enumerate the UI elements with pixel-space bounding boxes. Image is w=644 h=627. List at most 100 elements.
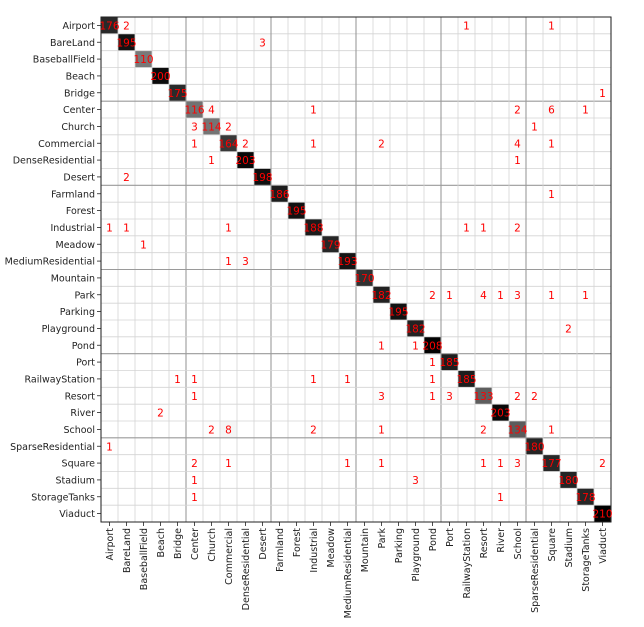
value-label-Square-Resort: 1 — [480, 458, 487, 470]
value-label-Airport-Square: 1 — [548, 20, 555, 32]
x-tick-label-Desert: Desert — [258, 528, 269, 560]
y-tick-label-Center: Center — [63, 105, 95, 116]
value-label-Center-StorageTanks: 1 — [582, 105, 589, 117]
value-label-RailwayStation-Pond: 1 — [429, 374, 436, 386]
y-tick-label-Pond: Pond — [72, 341, 95, 352]
x-tick-label-Forest: Forest — [292, 528, 303, 557]
cell-Commercial-Square — [543, 134, 560, 152]
cell-Resort-Center — [186, 387, 203, 405]
value-label-Pond-Playground: 1 — [412, 340, 419, 352]
value-label-Industrial-Airport: 1 — [106, 222, 113, 234]
value-label-Park-River: 1 — [497, 290, 504, 302]
cell-SparseResidential-SparseResidential — [526, 437, 543, 455]
cell-DenseResidential-Church — [203, 151, 220, 169]
cell-BareLand-BareLand — [118, 33, 135, 51]
cell-Airport-RailwayStation — [458, 17, 475, 34]
cell-Farmland-Square — [543, 185, 560, 203]
value-label-Farmland-Farmland: 186 — [269, 189, 289, 201]
cell-Stadium-Playground — [407, 471, 424, 489]
value-label-School-Church: 2 — [208, 424, 215, 436]
value-label-Airport-BareLand: 2 — [123, 20, 130, 32]
y-tick-label-River: River — [70, 408, 95, 419]
cell-Bridge-Viaduct — [594, 84, 611, 102]
value-label-Park-Pond: 2 — [429, 290, 436, 302]
cell-Industrial-School — [509, 219, 526, 236]
cell-Parking-Parking — [390, 303, 407, 320]
cell-Church-Commercial — [220, 118, 237, 135]
cell-RailwayStation-MediumResidential — [339, 370, 356, 388]
cell-Industrial-Resort — [475, 219, 492, 236]
cell-Square-River — [492, 454, 509, 472]
value-label-River-River: 203 — [490, 408, 510, 420]
cell-Meadow-Meadow — [322, 235, 339, 253]
cell-RailwayStation-Center — [186, 370, 203, 388]
cell-Resort-Pond — [424, 387, 441, 405]
y-tick-label-SparseResidential: SparseResidential — [10, 442, 95, 453]
value-label-Square-Square: 177 — [541, 458, 561, 470]
value-label-Airport-RailwayStation: 1 — [463, 20, 470, 32]
value-label-Park-Port: 1 — [446, 290, 453, 302]
x-tick-label-Commercial: Commercial — [224, 528, 235, 585]
cell-Resort-Park — [373, 387, 390, 405]
cell-School-Church — [203, 421, 220, 438]
value-label-Church-SparseResidential: 1 — [531, 121, 538, 133]
x-tick-label-Park: Park — [377, 528, 388, 549]
cell-Square-Park — [373, 454, 390, 472]
y-tick-label-Square: Square — [62, 459, 96, 470]
y-tick-label-Mountain: Mountain — [51, 273, 95, 284]
cell-Church-Church — [203, 118, 220, 135]
value-label-Industrial-Resort: 1 — [480, 222, 487, 234]
cell-Square-Viaduct — [594, 454, 611, 472]
cell-Center-Church — [203, 101, 220, 118]
value-label-RailwayStation-Bridge: 1 — [174, 374, 181, 386]
x-tick-label-Industrial: Industrial — [309, 528, 320, 573]
y-tick-label-Farmland: Farmland — [51, 189, 95, 200]
value-label-Pond-Park: 1 — [378, 340, 385, 352]
cell-DenseResidential-School — [509, 151, 526, 169]
value-label-Mountain-Mountain: 170 — [354, 273, 374, 285]
value-label-School-Industrial: 2 — [310, 424, 317, 436]
x-tick-label-Meadow: Meadow — [326, 528, 337, 568]
cell-BaseballField-BaseballField — [135, 50, 152, 68]
cell-Park-StorageTanks — [577, 286, 594, 304]
x-tick-label-Playground: Playground — [411, 528, 422, 581]
cell-Resort-Resort — [475, 387, 492, 405]
cell-Stadium-Center — [186, 471, 203, 489]
x-tick-label-Beach: Beach — [156, 528, 167, 557]
cell-Center-Square — [543, 101, 560, 118]
y-tick-label-BareLand: BareLand — [50, 38, 95, 49]
cell-Forest-Forest — [288, 202, 305, 219]
value-label-Square-Center: 2 — [191, 458, 198, 470]
value-label-Bridge-Viaduct: 1 — [599, 88, 606, 100]
value-label-Church-Commercial: 2 — [225, 121, 232, 133]
cell-BareLand-Desert — [254, 33, 271, 51]
x-tick-label-DenseResidential: DenseResidential — [241, 528, 252, 610]
value-label-Beach-Beach: 200 — [150, 71, 170, 83]
value-label-Park-Square: 1 — [548, 290, 555, 302]
cell-Airport-BareLand — [118, 17, 135, 34]
value-label-School-Commercial: 8 — [225, 424, 232, 436]
value-label-SparseResidential-SparseResidential: 180 — [524, 441, 544, 453]
y-tick-label-Resort: Resort — [65, 391, 96, 402]
cell-StorageTanks-River — [492, 488, 509, 506]
value-label-Commercial-DenseResidential: 2 — [242, 138, 249, 150]
x-tick-label-Church: Church — [207, 528, 218, 562]
value-label-BaseballField-BaseballField: 110 — [133, 54, 153, 66]
y-tick-label-Viaduct: Viaduct — [59, 509, 95, 520]
value-label-Square-Viaduct: 2 — [599, 458, 606, 470]
value-label-School-Square: 1 — [548, 424, 555, 436]
cell-Square-Center — [186, 454, 203, 472]
x-tick-label-SparseResidential: SparseResidential — [530, 528, 541, 613]
cell-Commercial-School — [509, 134, 526, 152]
value-label-Center-Square: 6 — [548, 105, 555, 117]
value-label-Square-School: 3 — [514, 458, 521, 470]
cell-School-Park — [373, 421, 390, 438]
cell-Park-River — [492, 286, 509, 304]
cell-MediumResidential-MediumResidential — [339, 252, 356, 270]
y-tick-label-Church: Church — [61, 122, 95, 133]
value-label-Park-School: 3 — [514, 290, 521, 302]
value-label-Forest-Forest: 195 — [286, 206, 306, 218]
x-tick-label-StorageTanks: StorageTanks — [581, 528, 592, 592]
cell-School-Square — [543, 421, 560, 438]
